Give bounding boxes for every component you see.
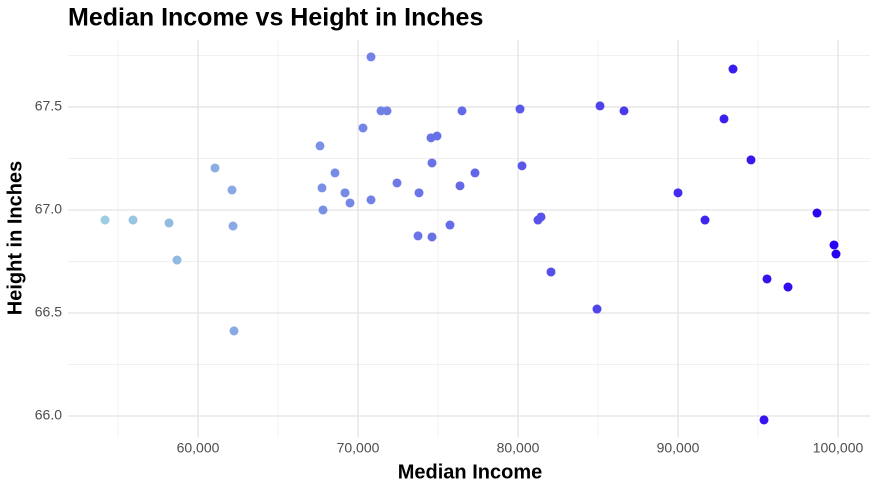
- y-tick-label: 67.5: [35, 98, 62, 114]
- x-axis-title: Median Income: [398, 461, 542, 483]
- point: [229, 326, 239, 336]
- point: [455, 181, 465, 191]
- point: [210, 163, 220, 173]
- point: [317, 183, 327, 193]
- point: [345, 198, 355, 208]
- point: [164, 218, 174, 228]
- point: [728, 64, 738, 74]
- point: [358, 123, 368, 133]
- point: [746, 155, 756, 165]
- point: [546, 267, 556, 277]
- point: [366, 195, 376, 205]
- point: [595, 101, 605, 111]
- point: [812, 208, 822, 218]
- point: [432, 131, 442, 141]
- point: [414, 188, 424, 198]
- chart-title: Median Income vs Height in Inches: [68, 4, 483, 32]
- point: [445, 220, 455, 230]
- point: [829, 240, 839, 250]
- point: [470, 168, 480, 178]
- x-tick-label: 90,000: [657, 440, 700, 456]
- point: [228, 221, 238, 231]
- y-tick-label: 66.5: [35, 304, 62, 320]
- point: [673, 188, 683, 198]
- point: [427, 158, 437, 168]
- point: [719, 114, 729, 124]
- point: [366, 52, 376, 62]
- point: [340, 188, 350, 198]
- x-tick-label: 80,000: [497, 440, 540, 456]
- point: [227, 185, 237, 195]
- point: [318, 205, 328, 215]
- point: [413, 231, 423, 241]
- point: [762, 274, 772, 284]
- point: [517, 161, 527, 171]
- point: [457, 106, 467, 116]
- y-tick-label: 66.0: [35, 407, 62, 423]
- point: [315, 141, 325, 151]
- x-tick-label: 60,000: [177, 440, 220, 456]
- y-tick-label: 67.0: [35, 201, 62, 217]
- point: [783, 282, 793, 292]
- point: [536, 212, 546, 222]
- point: [831, 249, 841, 259]
- point: [330, 168, 340, 178]
- point: [128, 215, 138, 225]
- x-tick-label: 70,000: [337, 440, 380, 456]
- point: [100, 215, 110, 225]
- point: [515, 104, 525, 114]
- point: [700, 215, 710, 225]
- point: [392, 178, 402, 188]
- point: [759, 415, 769, 425]
- x-tick-label: 100,000: [813, 440, 864, 456]
- point: [172, 255, 182, 265]
- point: [382, 106, 392, 116]
- point: [592, 304, 602, 314]
- y-axis-title: Height in Inches: [4, 161, 26, 315]
- point: [619, 106, 629, 116]
- point: [427, 232, 437, 242]
